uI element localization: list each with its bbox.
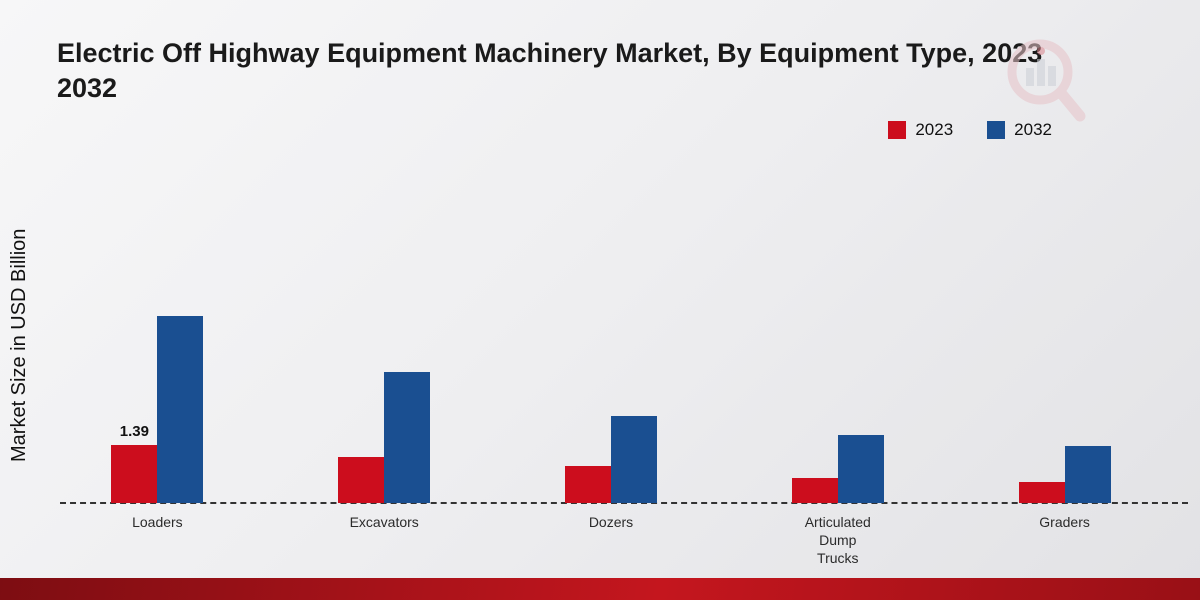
footer-band (0, 578, 1200, 600)
bars-dozers (564, 308, 657, 503)
x-axis-baseline (60, 502, 1188, 504)
legend-item-2023: 2023 (888, 120, 953, 140)
bar-2032-excavators (384, 372, 431, 503)
bar-chart: 1.39 Loaders Excavators Dozers Articulated D… (44, 308, 1178, 568)
bar-2023-excavators (338, 457, 385, 503)
bar-group-dozers: Dozers (498, 308, 725, 568)
bar-2023-loaders: 1.39 (111, 423, 158, 503)
bar-2023-dozers (564, 465, 611, 503)
category-label-loaders: Loaders (132, 514, 183, 530)
category-label-excavators: Excavators (349, 514, 419, 530)
chart-title: Electric Off Highway Equipment Machinery… (57, 38, 1043, 104)
bar-groups: 1.39 Loaders Excavators Dozers Articulated D… (44, 308, 1178, 568)
bars-articulated-dump-trucks (791, 308, 884, 503)
bar-2023-articulated-dump-trucks (791, 478, 838, 503)
legend-swatch-2023 (888, 121, 907, 139)
bar-2032-loaders (157, 316, 204, 503)
legend-item-2032: 2032 (987, 120, 1052, 140)
bar-2032-articulated-dump-trucks (837, 434, 884, 503)
bar-group-articulated-dump-trucks: Articulated Dump Trucks (724, 308, 951, 568)
category-label-graders: Graders (1039, 514, 1090, 530)
bar-group-graders: Graders (951, 308, 1178, 568)
bar-group-excavators: Excavators (271, 308, 498, 568)
legend: 2023 2032 (888, 120, 1052, 140)
bar-value-label: 1.39 (119, 423, 149, 441)
bar-2023-graders (1018, 482, 1065, 503)
bars-graders (1018, 308, 1111, 503)
bar-2032-graders (1064, 446, 1111, 503)
category-label-articulated-dump-trucks: Articulated Dump Trucks (804, 514, 871, 567)
legend-swatch-2032 (987, 121, 1006, 139)
bars-excavators (338, 308, 431, 503)
legend-label-2023: 2023 (915, 120, 954, 139)
legend-label-2032: 2032 (1014, 120, 1052, 139)
bar-group-loaders: 1.39 Loaders (44, 308, 271, 568)
bar-2032-dozers (610, 415, 657, 503)
y-axis-label: Market Size in USD Billion (8, 228, 30, 463)
bars-loaders: 1.39 (111, 308, 204, 503)
category-label-dozers: Dozers (588, 514, 634, 530)
